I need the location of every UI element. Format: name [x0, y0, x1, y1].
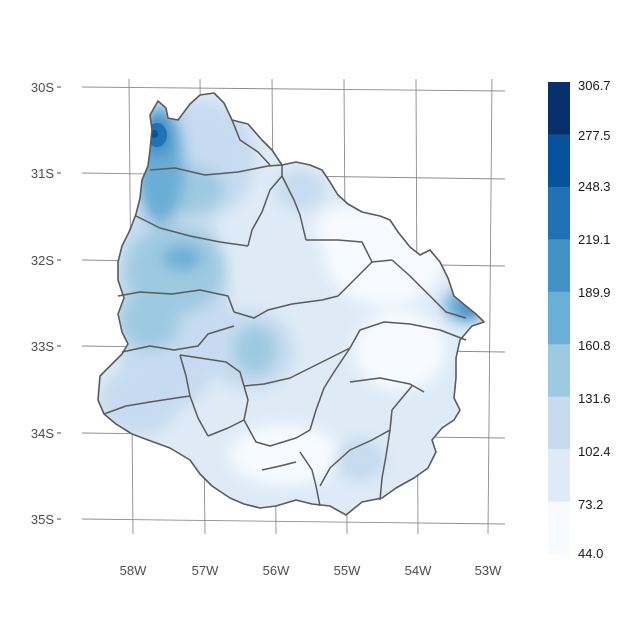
border-salto-paysandu	[135, 215, 249, 247]
border-cerro-largo-treinta-tres	[391, 259, 467, 319]
border-treinta-tres-lavalleja	[349, 321, 467, 349]
x-tick-label: 57W	[192, 563, 219, 578]
legend-swatch	[548, 344, 570, 398]
border-colonia-soriano	[179, 354, 209, 437]
legend-swatch	[548, 186, 570, 240]
x-tick-label: 56W	[263, 563, 290, 578]
border-soriano-flores	[179, 354, 245, 387]
legend-label: 44.0	[578, 546, 603, 561]
border-artigas-rivera	[231, 119, 271, 166]
x-axis: 58W 57W 56W 55W 54W 53W	[120, 563, 502, 578]
legend-label: 189.9	[578, 285, 611, 300]
border-canelones-maldonado	[299, 451, 321, 507]
border-florida-lavalleja	[309, 347, 351, 431]
y-tick-label: 33S	[31, 339, 54, 354]
uruguay-outline	[97, 92, 485, 516]
legend-labels: 306.7 277.5 248.3 219.1 189.9 160.8 131.…	[578, 78, 611, 561]
legend-label: 131.6	[578, 391, 611, 406]
border-florida-canelones	[243, 419, 311, 447]
legend-swatch	[548, 239, 570, 293]
border-rivera-tacuarembo	[281, 175, 307, 241]
y-tick-label: 30S	[31, 80, 54, 95]
y-tick-label: 35S	[31, 512, 54, 527]
border-salto-tacuarembo	[247, 165, 283, 247]
x-tick-label: 53W	[475, 563, 502, 578]
border-artigas-salto	[149, 164, 283, 176]
legend-colorbar	[548, 82, 570, 555]
border-lavalleja-rocha	[349, 377, 425, 393]
border-durazno-florida	[243, 347, 351, 387]
legend-label: 73.2	[578, 497, 603, 512]
x-tick-label: 55W	[334, 563, 361, 578]
border-lavalleja-maldonado	[319, 385, 413, 487]
parallel-35s	[81, 518, 506, 525]
border-montevideo	[261, 461, 297, 471]
legend-label: 102.4	[578, 444, 611, 459]
y-axis: 30S 31S 32S 33S 34S 35S	[31, 80, 61, 527]
meridian-53w	[487, 78, 493, 535]
border-rocha-maldonado	[379, 429, 391, 501]
legend-swatch	[548, 82, 570, 135]
border-colonia-san-jose	[103, 395, 191, 415]
legend-swatch	[548, 396, 570, 450]
legend-label: 277.5	[578, 128, 611, 143]
legend-swatch	[548, 291, 570, 345]
parallel-30s	[81, 86, 506, 92]
legend-swatch	[548, 134, 570, 188]
legend-label: 248.3	[578, 179, 611, 194]
legend-label: 219.1	[578, 232, 611, 247]
legend-swatch	[548, 501, 570, 555]
x-tick-label: 58W	[120, 563, 147, 578]
x-tick-label: 54W	[405, 563, 432, 578]
legend-label: 306.7	[578, 78, 611, 93]
border-tacuarembo-treinta-tres	[321, 259, 393, 301]
legend: 306.7 277.5 248.3 219.1 189.9 160.8 131.…	[548, 78, 611, 561]
y-tick-label: 34S	[31, 426, 54, 441]
border-tacuarembo-durazno	[233, 299, 323, 319]
border-rio-negro-soriano	[121, 325, 235, 353]
department-borders	[103, 119, 467, 507]
y-tick-label: 32S	[31, 253, 54, 268]
border-paysandu-rio-negro	[117, 289, 235, 313]
border-tacuarembo-cerro-largo	[306, 239, 373, 263]
legend-swatch	[548, 449, 570, 503]
y-tick-label: 31S	[31, 166, 54, 181]
legend-label: 160.8	[578, 338, 611, 353]
